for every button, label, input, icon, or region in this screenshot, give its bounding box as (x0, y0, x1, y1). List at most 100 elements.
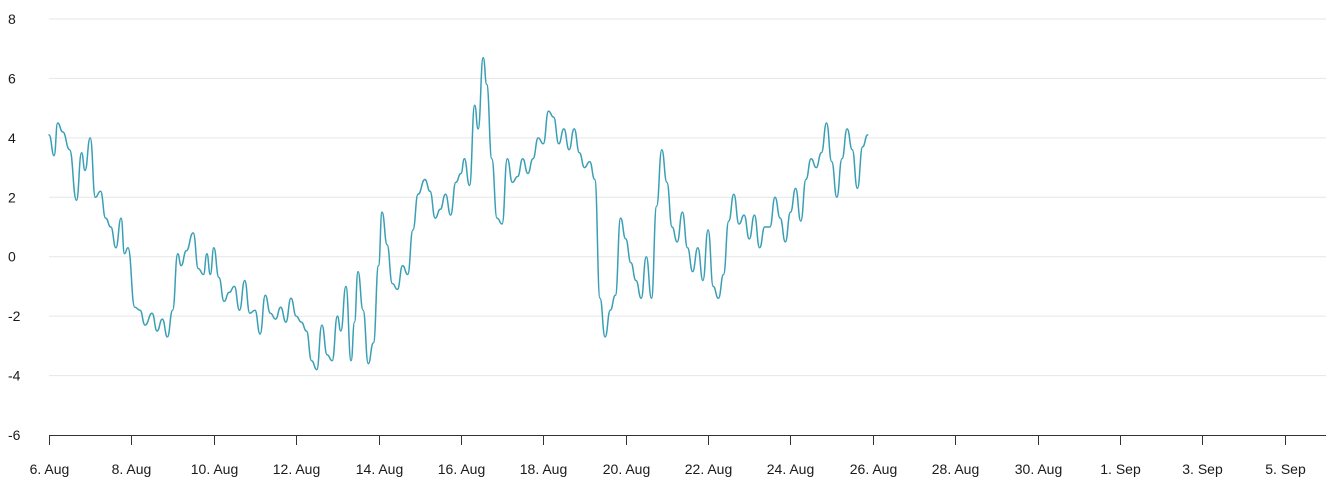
data-point (450, 214, 452, 216)
data-point (295, 315, 297, 317)
x-tick-label: 26. Aug (850, 461, 898, 477)
data-point (239, 309, 241, 311)
data-point (445, 193, 447, 195)
data-point (738, 223, 740, 225)
data-point (542, 143, 544, 145)
data-point (326, 354, 328, 356)
data-point (482, 57, 484, 59)
data-point (134, 306, 136, 308)
data-point (144, 324, 146, 326)
data-point (259, 333, 261, 335)
data-point (115, 247, 117, 249)
data-point (180, 265, 182, 267)
data-point (94, 196, 96, 198)
data-point (357, 271, 359, 273)
data-point (867, 134, 869, 136)
data-point (692, 271, 694, 273)
data-point (651, 297, 653, 299)
x-tick-label: 8. Aug (112, 461, 152, 477)
data-point (594, 179, 596, 181)
data-point (76, 199, 78, 201)
data-point (841, 158, 843, 160)
data-point (477, 128, 479, 130)
data-point (177, 253, 179, 255)
data-point (350, 360, 352, 362)
data-point (381, 211, 383, 213)
x-tick-label: 28. Aug (932, 461, 980, 477)
data-point (527, 173, 529, 175)
data-point (300, 321, 302, 323)
data-point (402, 265, 404, 267)
data-point (733, 193, 735, 195)
data-point (599, 297, 601, 299)
data-point (707, 229, 709, 231)
data-point (614, 294, 616, 296)
data-point (584, 167, 586, 169)
data-point (127, 247, 129, 249)
data-point (69, 149, 71, 151)
data-point (311, 360, 313, 362)
data-point (139, 309, 141, 311)
data-point (89, 137, 91, 139)
data-point (589, 161, 591, 163)
data-point (474, 104, 476, 106)
data-point (316, 369, 318, 371)
x-axis: 6. Aug 8. Aug 10. Aug 12. Aug 14. Aug 16. Aug… (30, 435, 1326, 477)
data-point (120, 217, 122, 219)
data-point (48, 134, 50, 136)
data-point (439, 208, 441, 210)
data-point (666, 181, 668, 183)
data-point (434, 217, 436, 219)
data-point (671, 226, 673, 228)
data-point (84, 170, 86, 172)
data-point (62, 131, 64, 133)
data-point (779, 217, 781, 219)
data-point (774, 196, 776, 198)
data-point (233, 285, 235, 287)
data-point (820, 152, 822, 154)
data-point (862, 146, 864, 148)
data-point (269, 312, 271, 314)
x-tick-label: 12. Aug (273, 461, 321, 477)
data-point (203, 274, 205, 276)
data-point (280, 306, 282, 308)
data-point (769, 226, 771, 228)
data-point (213, 247, 215, 249)
x-tick-label: 24. Aug (767, 461, 815, 477)
data-point (759, 247, 761, 249)
data-point (568, 149, 570, 151)
data-point (469, 184, 471, 186)
data-point (728, 220, 730, 222)
data-point (491, 158, 493, 160)
data-point (563, 128, 565, 130)
data-point (161, 318, 163, 320)
data-point (455, 181, 457, 183)
x-tick-label: 16. Aug (438, 461, 486, 477)
data-point (151, 312, 153, 314)
data-point (354, 321, 356, 323)
data-point (640, 297, 642, 299)
data-point (630, 262, 632, 264)
data-point (254, 309, 256, 311)
y-tick-label: 6 (8, 70, 16, 86)
data-point (172, 309, 174, 311)
x-tick-label: 3. Sep (1182, 461, 1223, 477)
y-tick-label: 2 (8, 189, 16, 205)
y-tick-label: -2 (8, 308, 21, 324)
data-point (826, 122, 828, 124)
data-point (331, 360, 333, 362)
data-point (218, 277, 220, 279)
data-point (424, 179, 426, 181)
data-point (386, 244, 388, 246)
data-point (463, 158, 465, 160)
data-point (249, 312, 251, 314)
data-point (656, 205, 658, 207)
data-point (209, 274, 211, 276)
data-point (578, 152, 580, 154)
data-point (486, 83, 488, 85)
data-point (81, 152, 83, 154)
data-point (790, 211, 792, 213)
data-point (805, 179, 807, 181)
